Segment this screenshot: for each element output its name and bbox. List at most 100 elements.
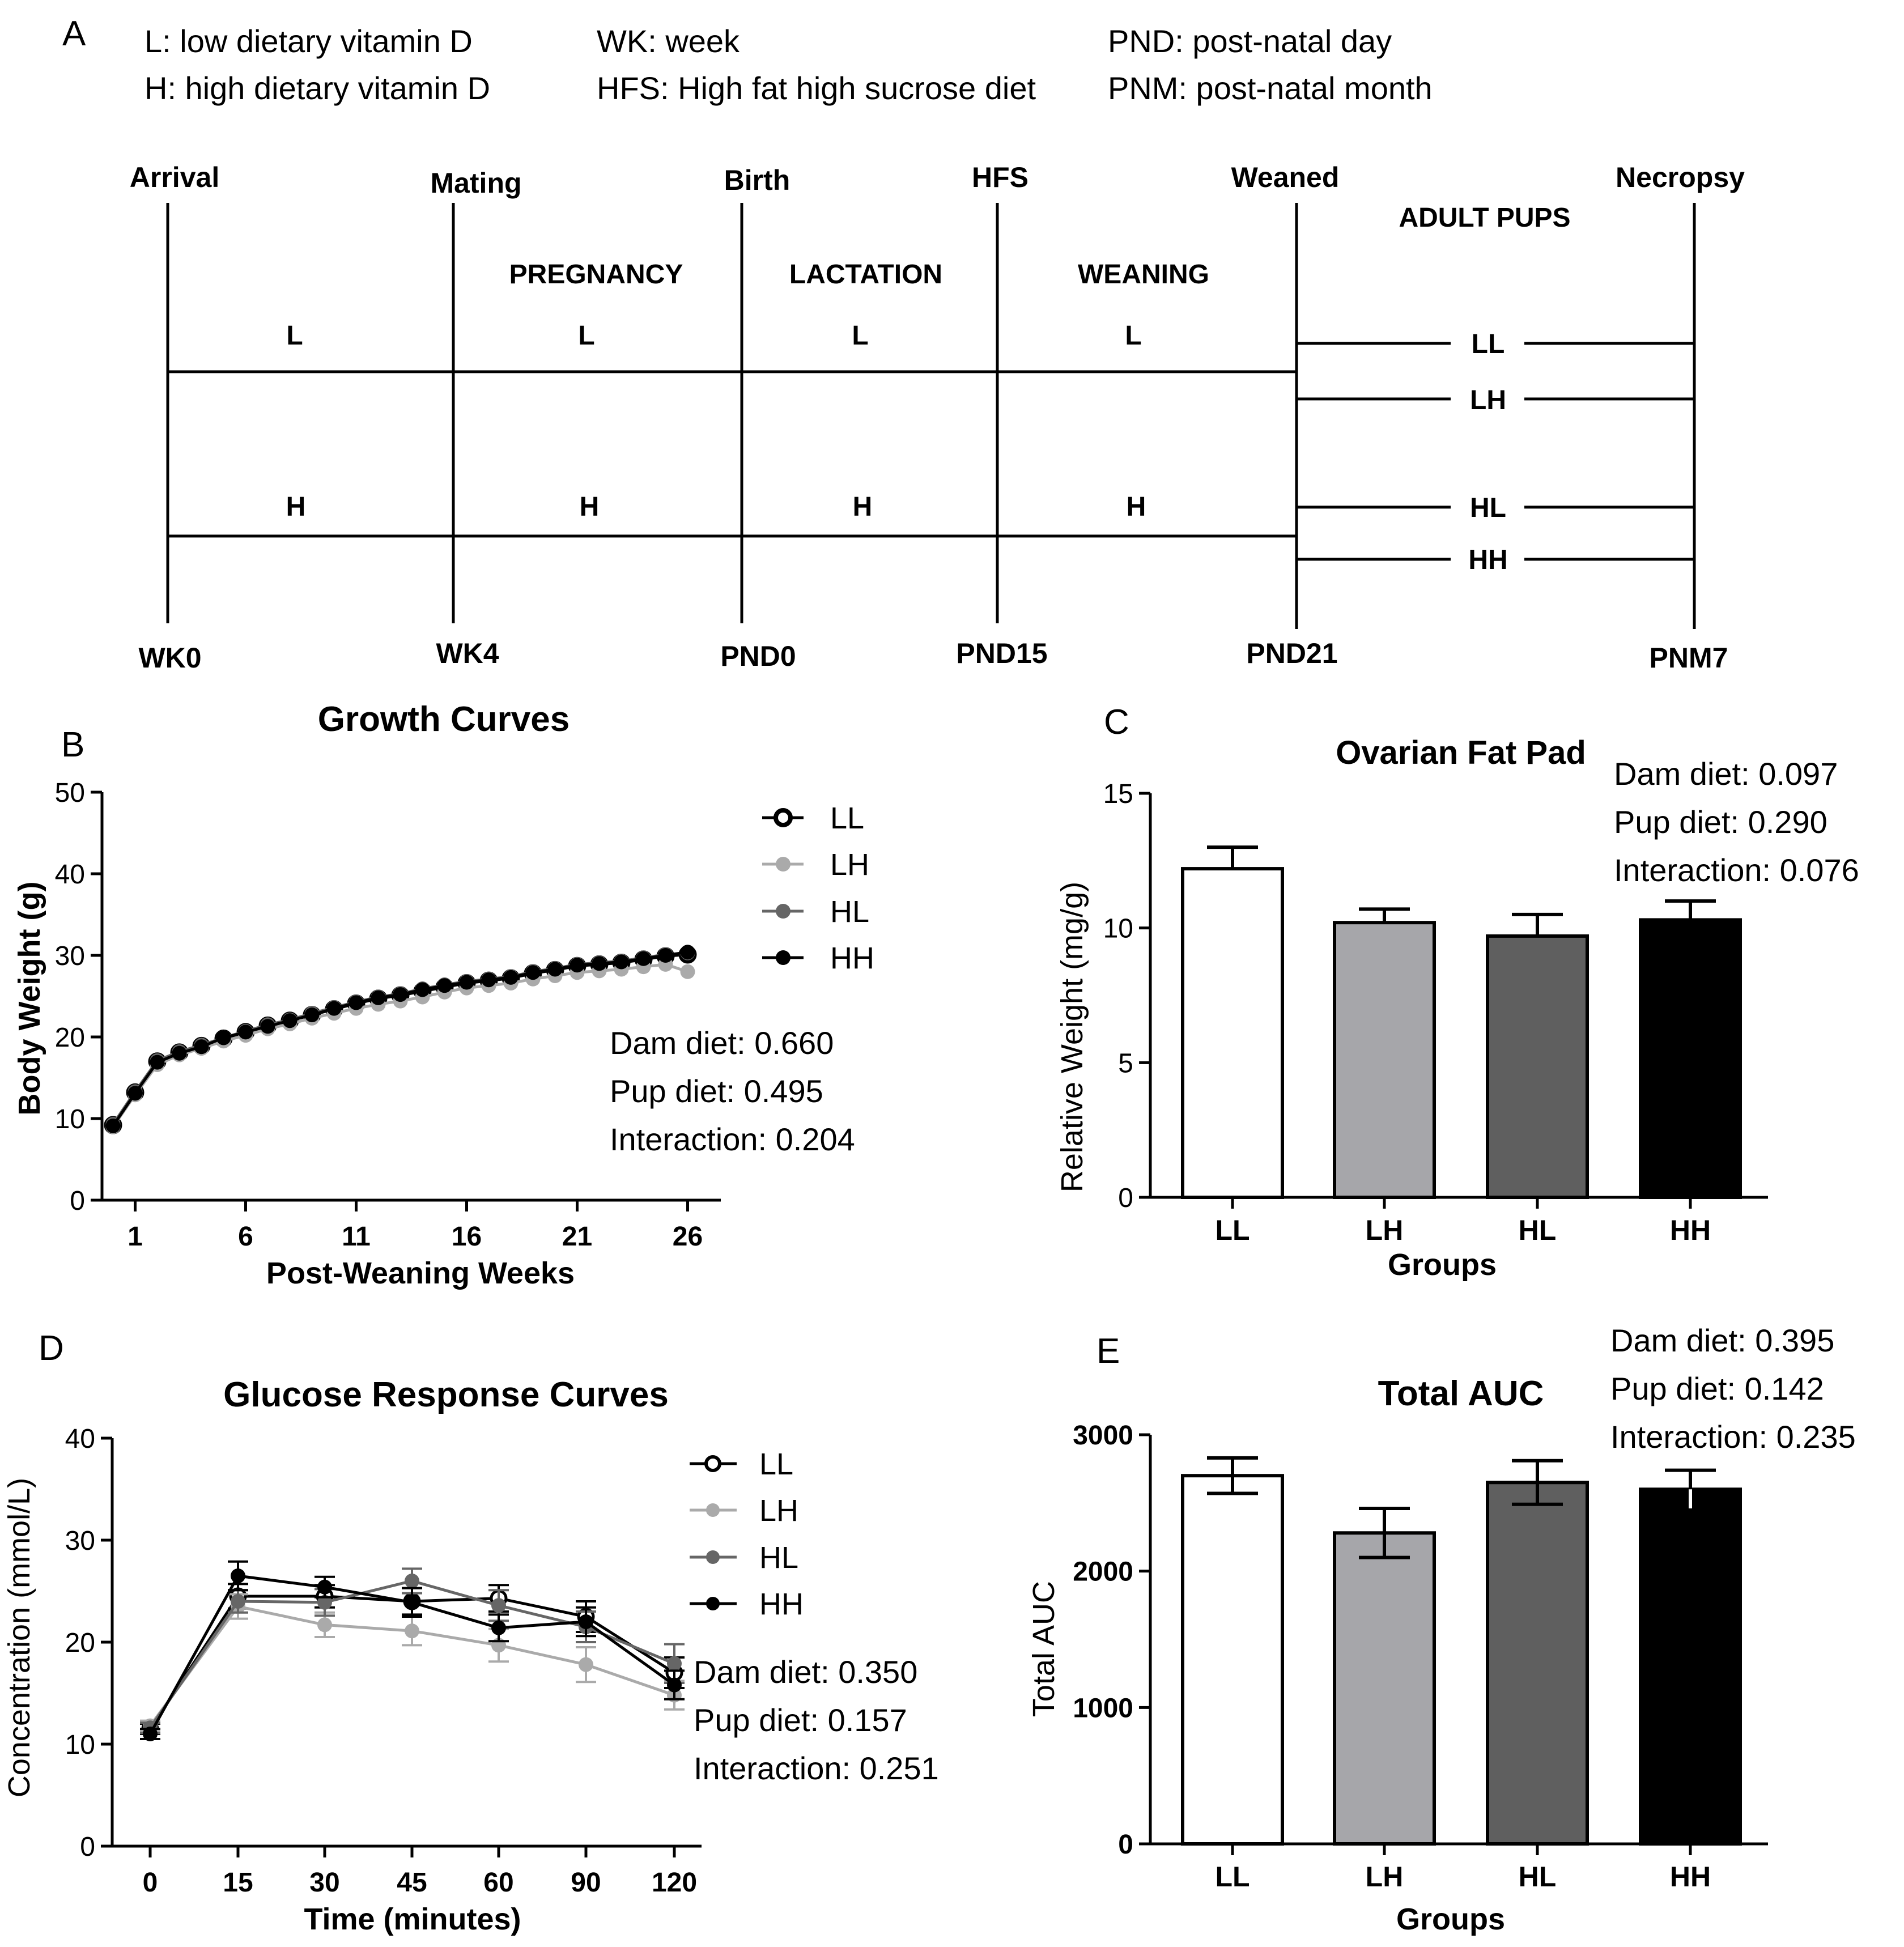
event-weaned: Weaned — [1231, 161, 1340, 193]
y-tick-label: 1000 — [1073, 1693, 1133, 1723]
panel-a-letter: A — [62, 14, 86, 53]
data-point-hh — [348, 995, 364, 1010]
data-point-hh — [579, 1614, 593, 1629]
data-point-lh — [680, 964, 695, 979]
data-point-hh — [636, 951, 651, 966]
y-tick-label: 3000 — [1073, 1421, 1133, 1451]
data-point-hh — [680, 945, 695, 960]
stats-d-pup: Pup diet: 0.157 — [694, 1702, 907, 1738]
data-point-hl — [491, 1598, 506, 1613]
data-point-hh — [393, 987, 408, 1002]
abbrev-pnd: PND: post-natal day — [1108, 23, 1392, 59]
y-tick-label: 10 — [65, 1730, 95, 1760]
panel-d-letter: D — [39, 1329, 64, 1368]
stats-e-interaction: Interaction: 0.235 — [1610, 1419, 1856, 1455]
abbrev-hfs: HFS: High fat high sucrose diet — [597, 70, 1036, 106]
x-tick-label: LH — [1366, 1214, 1404, 1246]
data-point-hh — [326, 1001, 342, 1016]
diet-l-3: L — [852, 321, 868, 351]
data-point-lh — [317, 1617, 332, 1633]
diet-h-4: H — [1127, 492, 1146, 522]
stats-c-pup: Pup diet: 0.290 — [1614, 804, 1828, 840]
data-point-hh — [231, 1568, 245, 1583]
data-point-hh — [570, 958, 585, 973]
y-tick-label: 20 — [55, 1023, 85, 1053]
phase-adult-pups: ADULT PUPS — [1399, 203, 1570, 233]
panel-a: A L: low dietary vitamin D H: high dieta… — [62, 14, 1745, 674]
chart-b-series — [104, 945, 697, 1134]
pup-group-ll: LL — [1472, 329, 1505, 359]
y-tick-label: 0 — [80, 1832, 95, 1862]
legend-b-lh-marker — [776, 857, 790, 872]
data-point-hh — [105, 1118, 121, 1133]
y-tick-label: 0 — [1118, 1183, 1133, 1213]
data-point-hh — [503, 970, 518, 985]
phase-lactation: LACTATION — [789, 260, 942, 290]
data-point-hh — [150, 1055, 165, 1070]
x-tick-label: HH — [1670, 1214, 1711, 1246]
data-point-hh — [282, 1013, 298, 1028]
bar-lh — [1333, 921, 1436, 1200]
data-point-hh — [317, 1579, 332, 1595]
y-tick-label: 0 — [70, 1186, 85, 1216]
pup-group-hh: HH — [1468, 545, 1507, 575]
event-labels: Arrival Mating Birth HFS Weaned Necropsy — [130, 161, 1745, 199]
chart-d-series — [140, 1560, 685, 1741]
diet-l-4: L — [1125, 321, 1141, 351]
x-tick-label: 120 — [652, 1868, 697, 1898]
chart-e-stats: Dam diet: 0.395 Pup diet: 0.142 Interact… — [1610, 1323, 1856, 1455]
legend-d-hh-marker — [706, 1597, 720, 1610]
chart-e-xlabel: Groups — [1396, 1902, 1505, 1936]
legend-d-hl: HL — [759, 1541, 798, 1575]
chart-b-legend: LL LH HL HH — [762, 801, 874, 975]
data-point-hh — [172, 1045, 187, 1061]
x-tick-label: HH — [1670, 1861, 1711, 1893]
x-tick-label: 60 — [483, 1868, 513, 1898]
x-tick-label: 45 — [397, 1868, 427, 1898]
abbrev-pnm: PNM: post-natal month — [1108, 70, 1433, 106]
data-point-hh — [491, 1620, 506, 1635]
chart-c-title: Ovarian Fat Pad — [1336, 734, 1586, 771]
data-point-hh — [437, 978, 452, 993]
y-tick-label: 2000 — [1073, 1557, 1133, 1587]
y-tick-label: 10 — [55, 1104, 85, 1134]
stats-b-interaction: Interaction: 0.204 — [610, 1121, 855, 1157]
abbrev-l: L: low dietary vitamin D — [144, 23, 473, 59]
x-tick-label: 0 — [143, 1868, 158, 1898]
chart-b-title: Growth Curves — [318, 700, 570, 739]
event-hfs: HFS — [972, 161, 1028, 193]
panel-d: D Glucose Response Curves Time (minutes)… — [2, 1329, 939, 1936]
y-tick-label: 30 — [65, 1526, 95, 1556]
x-tick-label: 30 — [309, 1868, 339, 1898]
time-pnm7: PNM7 — [1650, 642, 1728, 674]
legend-d-hh: HH — [759, 1587, 804, 1621]
y-tick-label: 40 — [65, 1424, 95, 1454]
chart-b-ylabel: Body Weight (g) — [12, 882, 46, 1116]
time-pnd15: PND15 — [956, 637, 1047, 669]
panel-c-letter: C — [1104, 703, 1129, 742]
chart-e-bars — [1181, 1456, 1742, 1846]
chart-d-title: Glucose Response Curves — [223, 1375, 669, 1414]
event-birth: Birth — [724, 164, 790, 196]
bar-hl — [1486, 934, 1589, 1199]
diet-h-1: H — [286, 492, 306, 522]
data-point-hh — [143, 1727, 158, 1741]
x-tick-label: 26 — [673, 1222, 703, 1252]
panel-e: E Total AUC Groups Total AUC 0 1000 2000 30… — [1027, 1323, 1856, 1936]
chart-c-bars — [1181, 845, 1742, 1200]
legend-d-lh-marker — [706, 1503, 720, 1517]
x-tick-label: 16 — [452, 1222, 482, 1252]
time-wk4: WK4 — [436, 637, 499, 669]
panel-b-letter: B — [61, 725, 84, 764]
data-point-hh — [658, 948, 673, 963]
x-tick-label: LH — [1366, 1861, 1404, 1893]
stats-e-pup: Pup diet: 0.142 — [1610, 1371, 1824, 1406]
abbrev-wk: WK: week — [597, 23, 740, 59]
y-tick-label: 10 — [1103, 914, 1133, 944]
data-point-hh — [667, 1677, 682, 1693]
data-point-hh — [260, 1019, 275, 1034]
x-tick-label: LL — [1215, 1214, 1250, 1246]
time-wk0: WK0 — [138, 642, 201, 674]
stats-d-dam: Dam diet: 0.350 — [694, 1654, 917, 1690]
